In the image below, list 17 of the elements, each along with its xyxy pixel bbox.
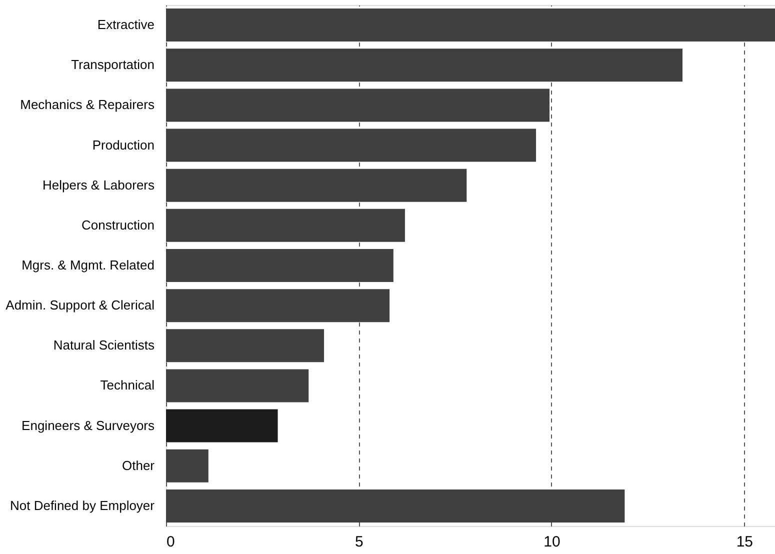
x-tick-label: 0 (166, 534, 175, 550)
y-tick-label: Admin. Support & Clerical (6, 298, 155, 313)
y-tick-label: Extractive (97, 17, 154, 32)
y-tick-label: Mgrs. & Mgmt. Related (22, 258, 154, 272)
y-tick-label: Engineers & Surveyors (22, 418, 155, 433)
y-tick-label: Helpers & Laborers (42, 177, 155, 192)
y-tick-label: Construction (82, 217, 154, 232)
y-tick-label: Not Defined by Employer (10, 498, 156, 513)
y-tick-label: Transportation (71, 57, 154, 72)
y-tick-label: Production (92, 137, 154, 152)
x-tick-label: 10 (544, 534, 560, 550)
x-tick-label: 15 (736, 534, 754, 550)
y-tick-label: Technical (100, 378, 155, 393)
y-tick-label: Other (122, 458, 156, 473)
y-tick-label: Mechanics & Repairers (20, 97, 155, 112)
y-tick-label: Natural Scientists (53, 338, 155, 353)
x-tick-label: 5 (355, 534, 364, 550)
